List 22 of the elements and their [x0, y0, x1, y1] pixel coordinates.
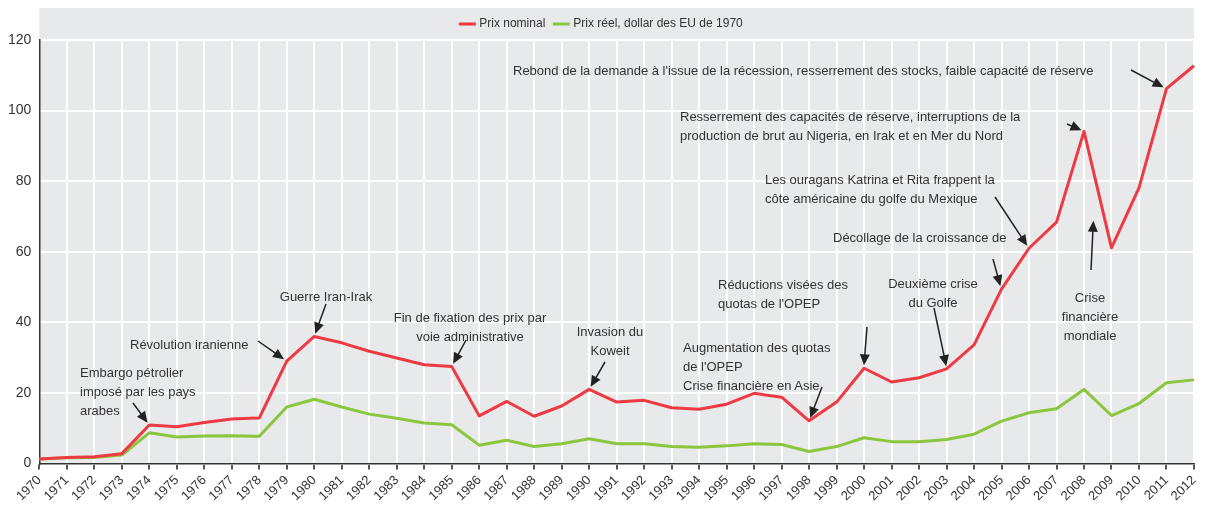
annotation: Crise financière mondiale: [1061, 289, 1119, 343]
y-tick-label: 20: [15, 383, 32, 400]
y-tick-label: 100: [8, 101, 32, 118]
legend-label: Prix nominal: [479, 16, 546, 31]
annotation: Fin de fixation des prix par voie administrative: [393, 309, 547, 344]
annotation: Resserrement des capacités de réserve, interruptions de la production de brut au Nigeria, en Irak et en Mer du Nord: [680, 108, 1022, 143]
annotation: Réductions visées des quotas de l'OPEP: [718, 276, 849, 311]
y-tick-label: 120: [8, 30, 32, 47]
y-tick-label: 80: [15, 172, 32, 189]
y-tick-label: 0: [23, 454, 32, 471]
annotation: Deuxième crise du Golfe: [888, 275, 978, 310]
annotation: Révolution iranienne: [130, 336, 249, 352]
annotation: Invasion du Koweit: [576, 323, 644, 358]
annotation: Guerre Iran-Irak: [279, 288, 373, 304]
annotation: Rebond de la demande à l'issue de la récession, resserrement des stocks, faible capacité de réserve: [513, 62, 1094, 78]
legend-label: Prix réel, dollar des EU de 1970: [573, 16, 744, 31]
y-tick-label: 40: [15, 313, 32, 330]
annotation: Embargo pétrolier imposé par les pays arabes: [80, 364, 197, 418]
annotation: Les ouragans Katrina et Rita frappent la côte américaine du golfe du Mexique: [765, 171, 996, 206]
annotation: Augmentation des quotas de l'OPEP Crise financière en Asie: [683, 339, 831, 393]
y-tick-label: 60: [15, 242, 32, 259]
annotation: Décollage de la croissance de: [833, 229, 1007, 245]
